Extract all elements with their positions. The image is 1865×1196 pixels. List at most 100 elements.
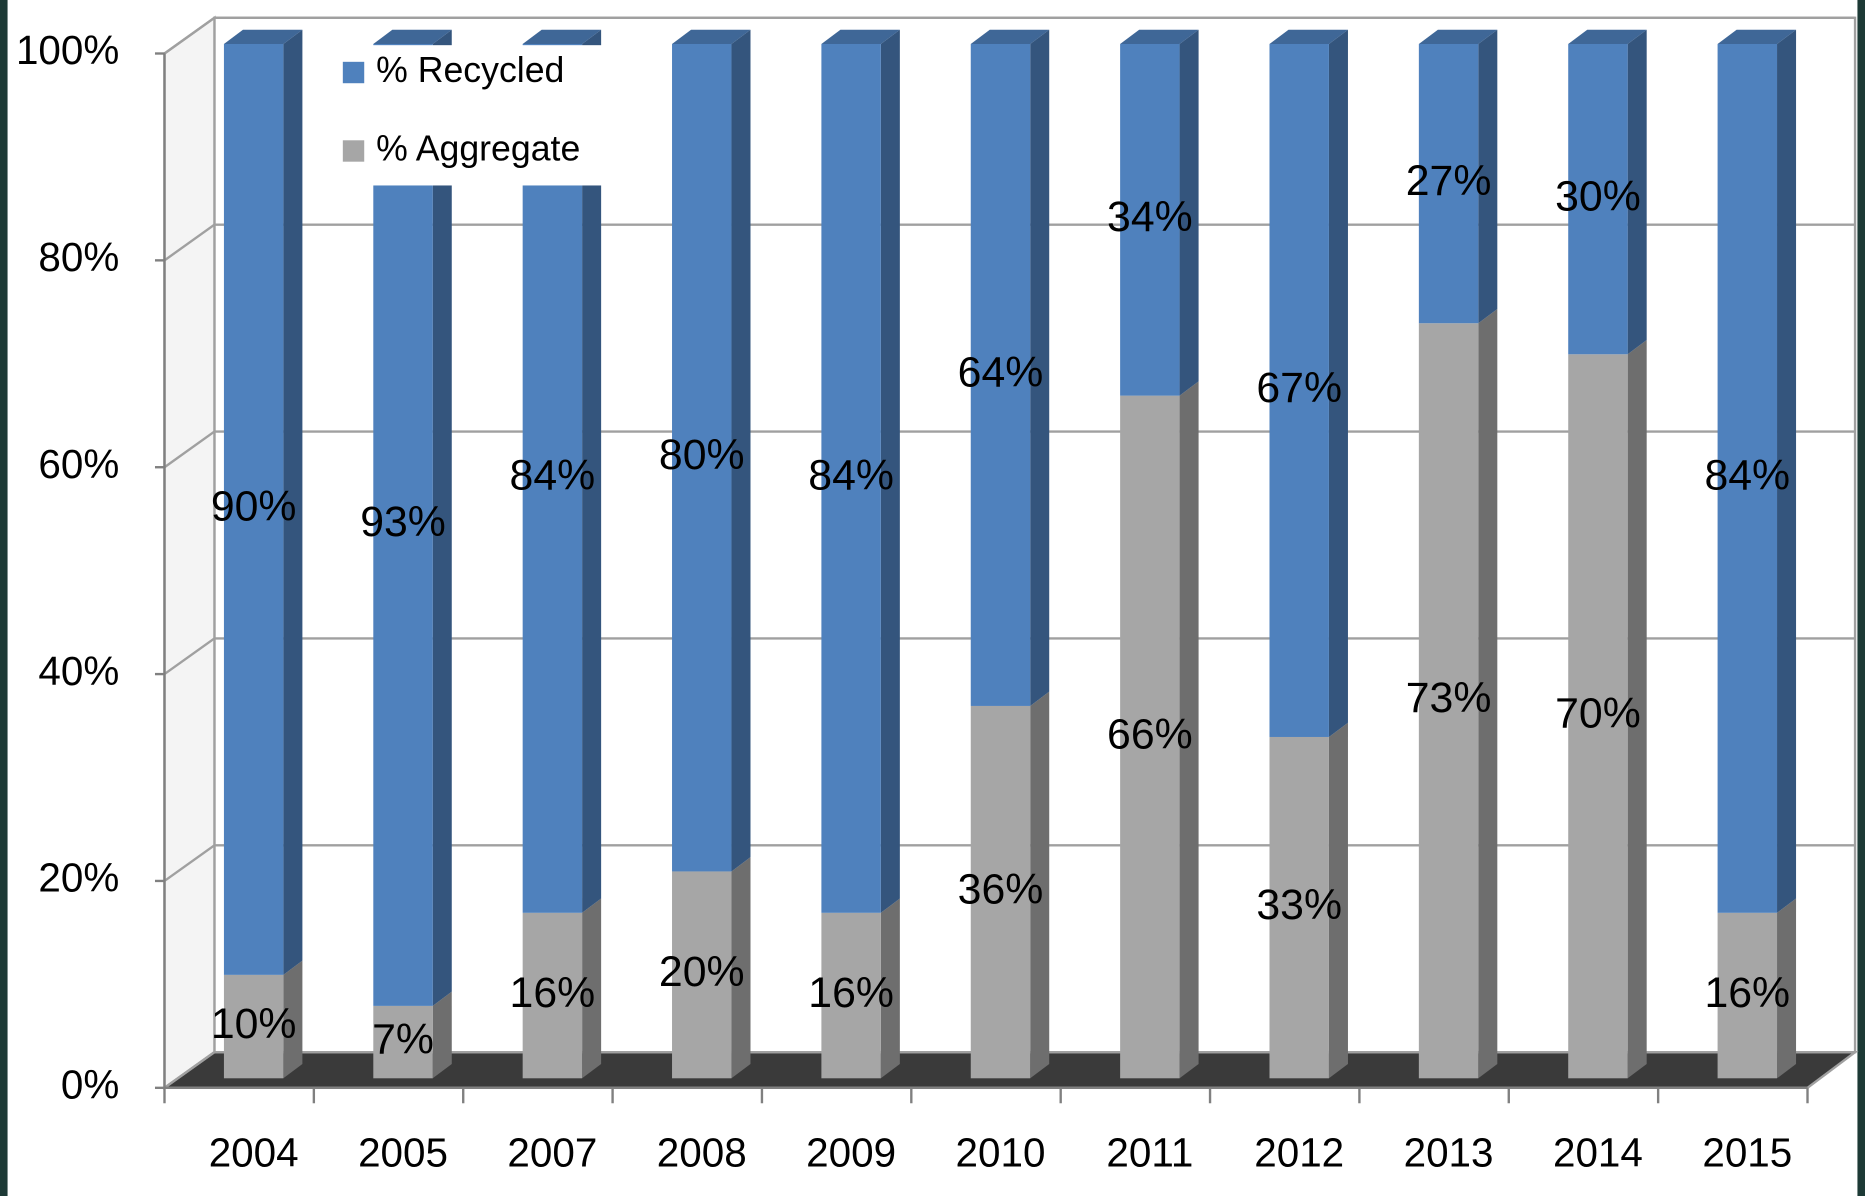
bar-top (1120, 29, 1199, 44)
data-label: 16% (1704, 969, 1790, 1017)
bar-segment (1418, 29, 1498, 324)
legend-label: % Aggregate (376, 128, 580, 168)
bar-segment (821, 898, 900, 1079)
bar-side (1179, 381, 1199, 1079)
data-label: 36% (958, 865, 1044, 913)
bar-segment (373, 29, 452, 1006)
y-tick-label: 80% (38, 234, 119, 280)
bar (1120, 395, 1180, 1079)
bar-side (731, 857, 751, 1079)
bar-top (821, 29, 900, 44)
data-label: 30% (1555, 172, 1641, 220)
data-label: 33% (1256, 881, 1342, 929)
bar-segment (672, 29, 751, 872)
bar-segment (522, 29, 602, 913)
x-tick-label: 2009 (806, 1129, 896, 1175)
data-label: 90% (211, 483, 297, 531)
legend-swatch (342, 61, 365, 84)
bar (223, 974, 284, 1079)
data-label: 20% (659, 948, 745, 996)
bar (970, 705, 1031, 1079)
y-tick-label: 40% (38, 648, 119, 694)
bar (821, 912, 881, 1079)
bar-side (1478, 308, 1498, 1079)
bar-segment (1418, 308, 1498, 1079)
data-label: 67% (1256, 364, 1342, 412)
bar (522, 912, 583, 1079)
y-tick-label: 100% (16, 27, 119, 73)
bar (223, 43, 284, 975)
bar-side (1627, 29, 1647, 355)
bar-top (373, 29, 452, 44)
bar-top (1269, 29, 1348, 44)
x-tick-label: 2008 (657, 1129, 747, 1175)
data-label: 93% (360, 498, 446, 546)
bar-segment (970, 691, 1050, 1079)
bar-top (1568, 29, 1647, 44)
bar-segment (223, 29, 303, 975)
bar-side (1777, 898, 1797, 1079)
bar-segment (1120, 381, 1199, 1079)
grid-line (163, 16, 1856, 55)
bar-segment (1568, 340, 1647, 1079)
bar-side (582, 898, 602, 1079)
bar-top (1717, 29, 1797, 44)
x-tick-label: 2015 (1702, 1129, 1792, 1175)
bar-segment (373, 991, 452, 1079)
bar-segment (1269, 722, 1348, 1079)
bar (672, 871, 732, 1079)
bar-segment (1120, 29, 1199, 396)
data-label: 66% (1107, 710, 1193, 758)
y-tick-label: 0% (61, 1061, 119, 1107)
x-tick-label: 2005 (358, 1129, 448, 1175)
bar (1568, 43, 1628, 355)
bar-segment (522, 898, 602, 1079)
y-tick-label: 60% (38, 441, 119, 487)
data-label: 73% (1406, 674, 1492, 722)
bar-segment (1717, 898, 1797, 1079)
bar-side (880, 898, 900, 1079)
bar (821, 43, 881, 913)
legend-swatch (342, 140, 365, 162)
y-tick-label: 20% (38, 855, 119, 901)
data-label: 10% (211, 1000, 297, 1048)
bar (1418, 43, 1479, 324)
bar (672, 43, 732, 872)
bar-side (582, 29, 602, 913)
bar-side (1777, 29, 1797, 913)
bar-side (283, 960, 303, 1079)
x-tick-label: 2012 (1254, 1129, 1344, 1175)
data-label: 84% (808, 452, 894, 500)
bar-side (1030, 691, 1050, 1079)
legend-label: % Recycled (376, 50, 564, 90)
bar-segment (672, 857, 751, 1079)
data-label: 7% (372, 1015, 434, 1063)
bar-segment (970, 29, 1050, 706)
data-label: 34% (1107, 193, 1193, 241)
bar (970, 43, 1031, 706)
side-wall (163, 15, 216, 1091)
bar-side (432, 991, 452, 1079)
bar (1269, 43, 1329, 737)
bar (1717, 912, 1778, 1079)
bar-segment (223, 960, 303, 1079)
x-tick-label: 2010 (956, 1129, 1046, 1175)
bar-side (880, 29, 900, 913)
x-tick-label: 2011 (1106, 1129, 1193, 1175)
data-label: 27% (1406, 157, 1492, 205)
bar-side (1328, 722, 1348, 1079)
x-tick-label: 2004 (209, 1129, 299, 1175)
bar-side (1179, 29, 1199, 396)
bar-top (672, 29, 751, 44)
data-label: 16% (510, 969, 596, 1017)
bar-top (223, 29, 303, 44)
data-label: 16% (808, 969, 894, 1017)
bar-side (283, 29, 303, 975)
legend (339, 45, 604, 186)
bar-side (1627, 340, 1647, 1079)
bar (373, 1005, 433, 1079)
bar-segment (1269, 29, 1348, 737)
bar-top (522, 29, 602, 44)
